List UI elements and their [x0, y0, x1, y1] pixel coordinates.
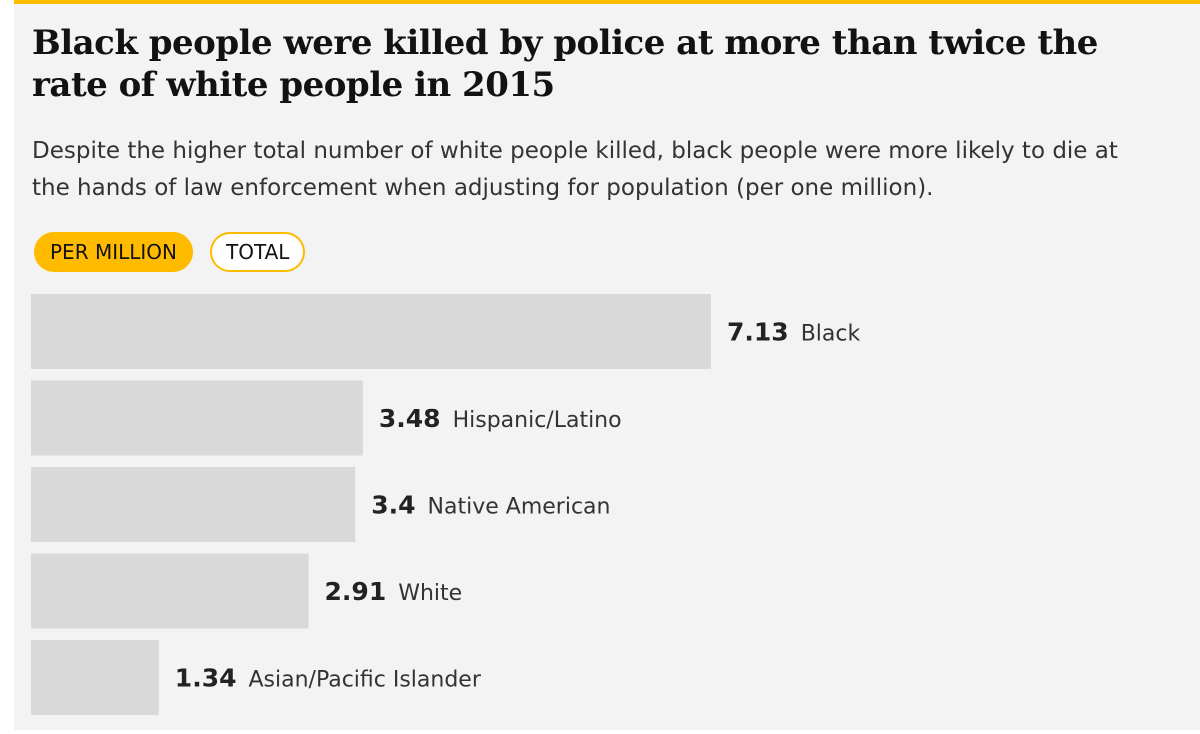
category-label-native-american: Native American [428, 495, 611, 520]
bar-chart: 7.13 Black 3.48 Hispanic/Latino 3.4 Native Am… [31, 294, 860, 715]
value-label-native-american: 3.4 [371, 491, 415, 520]
per-million-toggle-button[interactable]: PER MILLION [34, 232, 193, 272]
bar-white [31, 553, 309, 629]
bar-label-hispanic-latino: 3.48 Hispanic/Latino [379, 404, 622, 433]
category-label-white: White [398, 581, 462, 606]
chart-card: Black people were killed by police at mo… [14, 0, 1200, 730]
bar-label-black: 7.13 Black [727, 318, 860, 347]
bar-label-asian-pacific-islander: 1.34 Asian/Pacific Islander [175, 664, 482, 693]
chart-title: Black people were killed by police at mo… [32, 23, 1098, 105]
total-toggle-button[interactable]: TOTAL [210, 232, 306, 272]
category-label-hispanic-latino: Hispanic/Latino [453, 408, 622, 433]
chart-subtitle: Despite the higher total number of white… [32, 138, 1118, 201]
category-label-black: Black [801, 322, 861, 347]
value-label-black: 7.13 [727, 318, 789, 347]
category-label-asian-pacific-islander: Asian/Pacific Islander [248, 668, 481, 693]
bar-label-native-american: 3.4 Native American [371, 491, 610, 520]
bar-native-american [31, 467, 356, 542]
bar-hispanic-latino [31, 380, 363, 456]
value-label-white: 2.91 [325, 577, 387, 606]
value-label-asian-pacific-islander: 1.34 [175, 664, 237, 693]
bar-label-white: 2.91 White [325, 577, 463, 606]
bar-black [31, 294, 711, 369]
bar-asian-pacific-islander [31, 640, 159, 715]
value-label-hispanic-latino: 3.48 [379, 404, 441, 433]
